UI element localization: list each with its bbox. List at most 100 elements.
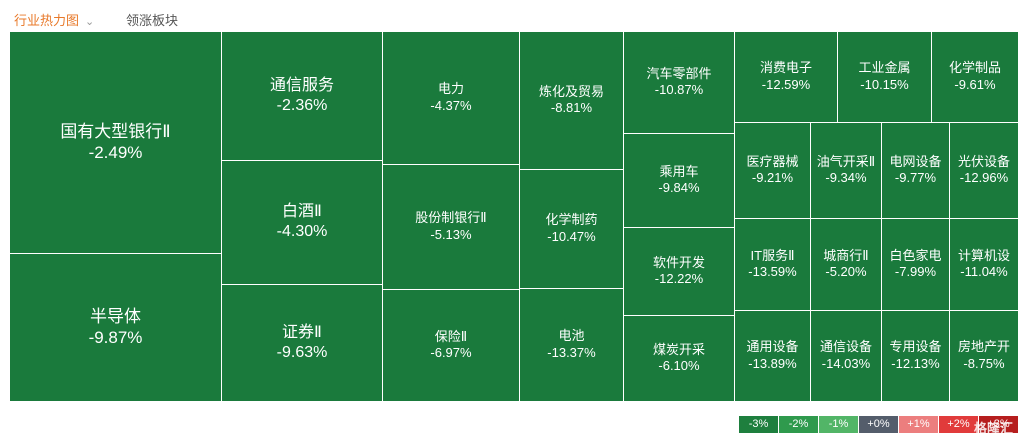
cell-name: 通信服务 xyxy=(269,76,334,94)
cell-name: 工业金属 xyxy=(858,60,911,76)
heatmap-cell[interactable]: 乘用车 -9.84% xyxy=(623,133,735,228)
cell-name: 白色家电 xyxy=(889,247,942,263)
cell-name: 消费电子 xyxy=(759,60,812,76)
heatmap-cell[interactable]: 煤炭开采 -6.10% xyxy=(623,315,735,402)
cell-change: -14.03% xyxy=(821,355,871,371)
heatmap-cell[interactable]: 化学制药 -10.47% xyxy=(519,169,624,289)
color-legend: -3% -2% -1% +0% +1% +2% +3% xyxy=(738,416,1018,433)
cell-name: 通用设备 xyxy=(746,339,799,355)
tab-industry-heatmap[interactable]: 行业热力图 ⌄ xyxy=(14,10,94,29)
heatmap-cell[interactable]: 油气开采Ⅱ -9.34% xyxy=(810,122,882,219)
cell-change: -9.63% xyxy=(276,343,328,361)
cell-name: 半导体 xyxy=(90,306,141,326)
cell-name: 油气开采Ⅱ xyxy=(816,153,876,169)
cell-change: -12.59% xyxy=(761,76,811,92)
cell-change: -9.87% xyxy=(88,328,143,348)
heatmap-cell[interactable]: 消费电子 -12.59% xyxy=(734,31,838,123)
cell-change: -9.34% xyxy=(825,170,867,186)
cell-change: -12.22% xyxy=(654,271,704,287)
heatmap-cell[interactable]: 城商行Ⅱ -5.20% xyxy=(810,218,882,311)
cell-change: -11.04% xyxy=(960,264,1008,280)
heatmap-cell[interactable]: 通信服务 -2.36% xyxy=(221,31,383,161)
heatmap-cell[interactable]: 白酒Ⅱ -4.30% xyxy=(221,160,383,285)
cell-name: 电池 xyxy=(558,328,585,344)
cell-change: -8.75% xyxy=(963,355,1005,371)
heatmap-cell[interactable]: 保险Ⅱ -6.97% xyxy=(382,289,520,402)
cell-change: -10.47% xyxy=(547,228,596,244)
cell-change: -12.96% xyxy=(959,170,1009,186)
cell-name: 汽车零部件 xyxy=(646,65,712,81)
heatmap-cell[interactable]: 计算机设 -11.04% xyxy=(949,218,1019,311)
cell-change: -12.13% xyxy=(891,355,940,371)
chevron-down-icon[interactable]: ⌄ xyxy=(85,16,95,28)
cell-change: -9.61% xyxy=(954,76,996,92)
cell-change: -6.10% xyxy=(658,358,700,374)
cell-name: 国有大型银行Ⅱ xyxy=(60,121,171,141)
watermark-logo: 格隆汇 xyxy=(973,421,1013,436)
heatmap-cell[interactable]: 光伏设备 -12.96% xyxy=(949,122,1019,219)
heatmap-cell[interactable]: 通用设备 -13.89% xyxy=(734,310,811,402)
heatmap-cell[interactable]: 专用设备 -12.13% xyxy=(881,310,950,402)
legend-swatch: +0% xyxy=(859,416,898,433)
cell-change: -13.37% xyxy=(547,344,596,360)
heatmap-cell[interactable]: 炼化及贸易 -8.81% xyxy=(519,31,624,170)
cell-name: 电网设备 xyxy=(889,153,942,169)
cell-name: 专用设备 xyxy=(889,339,942,355)
cell-name: 炼化及贸易 xyxy=(538,83,604,99)
heatmap-cell[interactable]: 白色家电 -7.99% xyxy=(881,218,950,311)
cell-name: 股份制银行Ⅱ xyxy=(415,210,487,226)
cell-name: 电力 xyxy=(437,81,464,97)
cell-name: 保险Ⅱ xyxy=(434,328,468,344)
cell-change: -9.84% xyxy=(658,180,700,196)
cell-change: -8.81% xyxy=(550,100,593,116)
heatmap-cell[interactable]: 电池 -13.37% xyxy=(519,288,624,402)
cell-change: -9.77% xyxy=(894,170,937,186)
cell-change: -4.30% xyxy=(276,223,328,241)
cell-change: -6.97% xyxy=(430,345,472,361)
heatmap-treemap: 国有大型银行Ⅱ -2.49% 半导体 -9.87% 通信服务 -2.36% 白酒… xyxy=(9,31,1019,402)
heatmap-cell[interactable]: 电力 -4.37% xyxy=(382,31,520,165)
legend-swatch: -1% xyxy=(819,416,858,433)
cell-change: -10.15% xyxy=(860,76,909,92)
tab-industry-heatmap-label: 行业热力图 xyxy=(14,13,80,28)
cell-change: -7.99% xyxy=(894,264,937,280)
cell-change: -5.13% xyxy=(430,226,472,242)
heatmap-cell[interactable]: 汽车零部件 -10.87% xyxy=(623,31,735,134)
legend-swatch: -2% xyxy=(779,416,818,433)
cell-name: 通信设备 xyxy=(819,339,872,355)
heatmap-cell[interactable]: 证券Ⅱ -9.63% xyxy=(221,284,383,402)
heatmap-cell[interactable]: 化学制品 -9.61% xyxy=(931,31,1019,123)
heatmap-cell[interactable]: 工业金属 -10.15% xyxy=(837,31,932,123)
legend-swatch: +1% xyxy=(899,416,938,433)
cell-name: 化学制品 xyxy=(948,60,1001,76)
legend-swatch: +2% xyxy=(939,416,978,433)
heatmap-cell[interactable]: 国有大型银行Ⅱ -2.49% xyxy=(9,31,222,254)
legend-swatch: -3% xyxy=(739,416,778,433)
cell-name: 城商行Ⅱ xyxy=(823,247,869,263)
heatmap-cell[interactable]: 半导体 -9.87% xyxy=(9,253,222,402)
tab-leading-sectors[interactable]: 领涨板块 xyxy=(126,13,179,28)
cell-name: 化学制药 xyxy=(545,212,598,228)
cell-name: 房地产开 xyxy=(957,339,1010,355)
cell-name: 光伏设备 xyxy=(957,153,1010,169)
heatmap-cell[interactable]: 医疗器械 -9.21% xyxy=(734,122,811,219)
cell-name: 医疗器械 xyxy=(746,153,799,169)
cell-name: IT服务Ⅱ xyxy=(750,247,795,263)
cell-name: 计算机设 xyxy=(957,247,1010,263)
cell-change: -4.37% xyxy=(430,97,472,113)
cell-change: -13.59% xyxy=(748,264,797,280)
heatmap-cell[interactable]: IT服务Ⅱ -13.59% xyxy=(734,218,811,311)
heatmap-cell[interactable]: 电网设备 -9.77% xyxy=(881,122,950,219)
cell-name: 软件开发 xyxy=(652,254,705,270)
heatmap-cell[interactable]: 通信设备 -14.03% xyxy=(810,310,882,402)
cell-name: 乘用车 xyxy=(659,163,699,179)
cell-change: -9.21% xyxy=(751,170,794,186)
heatmap-cell[interactable]: 软件开发 -12.22% xyxy=(623,227,735,316)
heatmap-cell[interactable]: 房地产开 -8.75% xyxy=(949,310,1019,402)
legend-swatch: +3% xyxy=(979,416,1018,433)
tab-bar: 行业热力图 ⌄ 领涨板块 xyxy=(0,0,1027,32)
cell-name: 煤炭开采 xyxy=(652,341,705,357)
heatmap-cell[interactable]: 股份制银行Ⅱ -5.13% xyxy=(382,164,520,290)
cell-change: -2.36% xyxy=(276,96,328,114)
cell-name: 证券Ⅱ xyxy=(282,323,322,341)
